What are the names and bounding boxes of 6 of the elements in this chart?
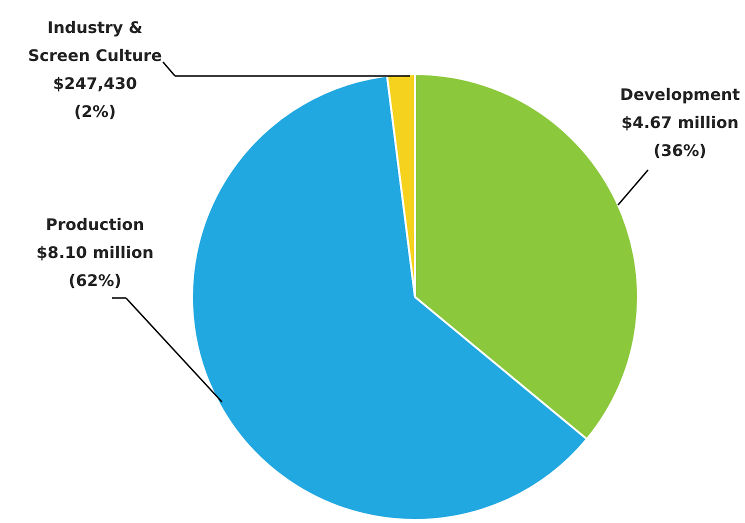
slice-label: Development xyxy=(620,85,740,104)
data-label: $247,430 (2%) xyxy=(52,74,138,121)
slice-label: Production xyxy=(46,215,144,234)
slice-label: Industry & Screen Culture xyxy=(28,18,162,65)
data-label: $8.10 million (62%) xyxy=(36,243,154,290)
data-label: $4.67 million (36%) xyxy=(621,113,739,160)
